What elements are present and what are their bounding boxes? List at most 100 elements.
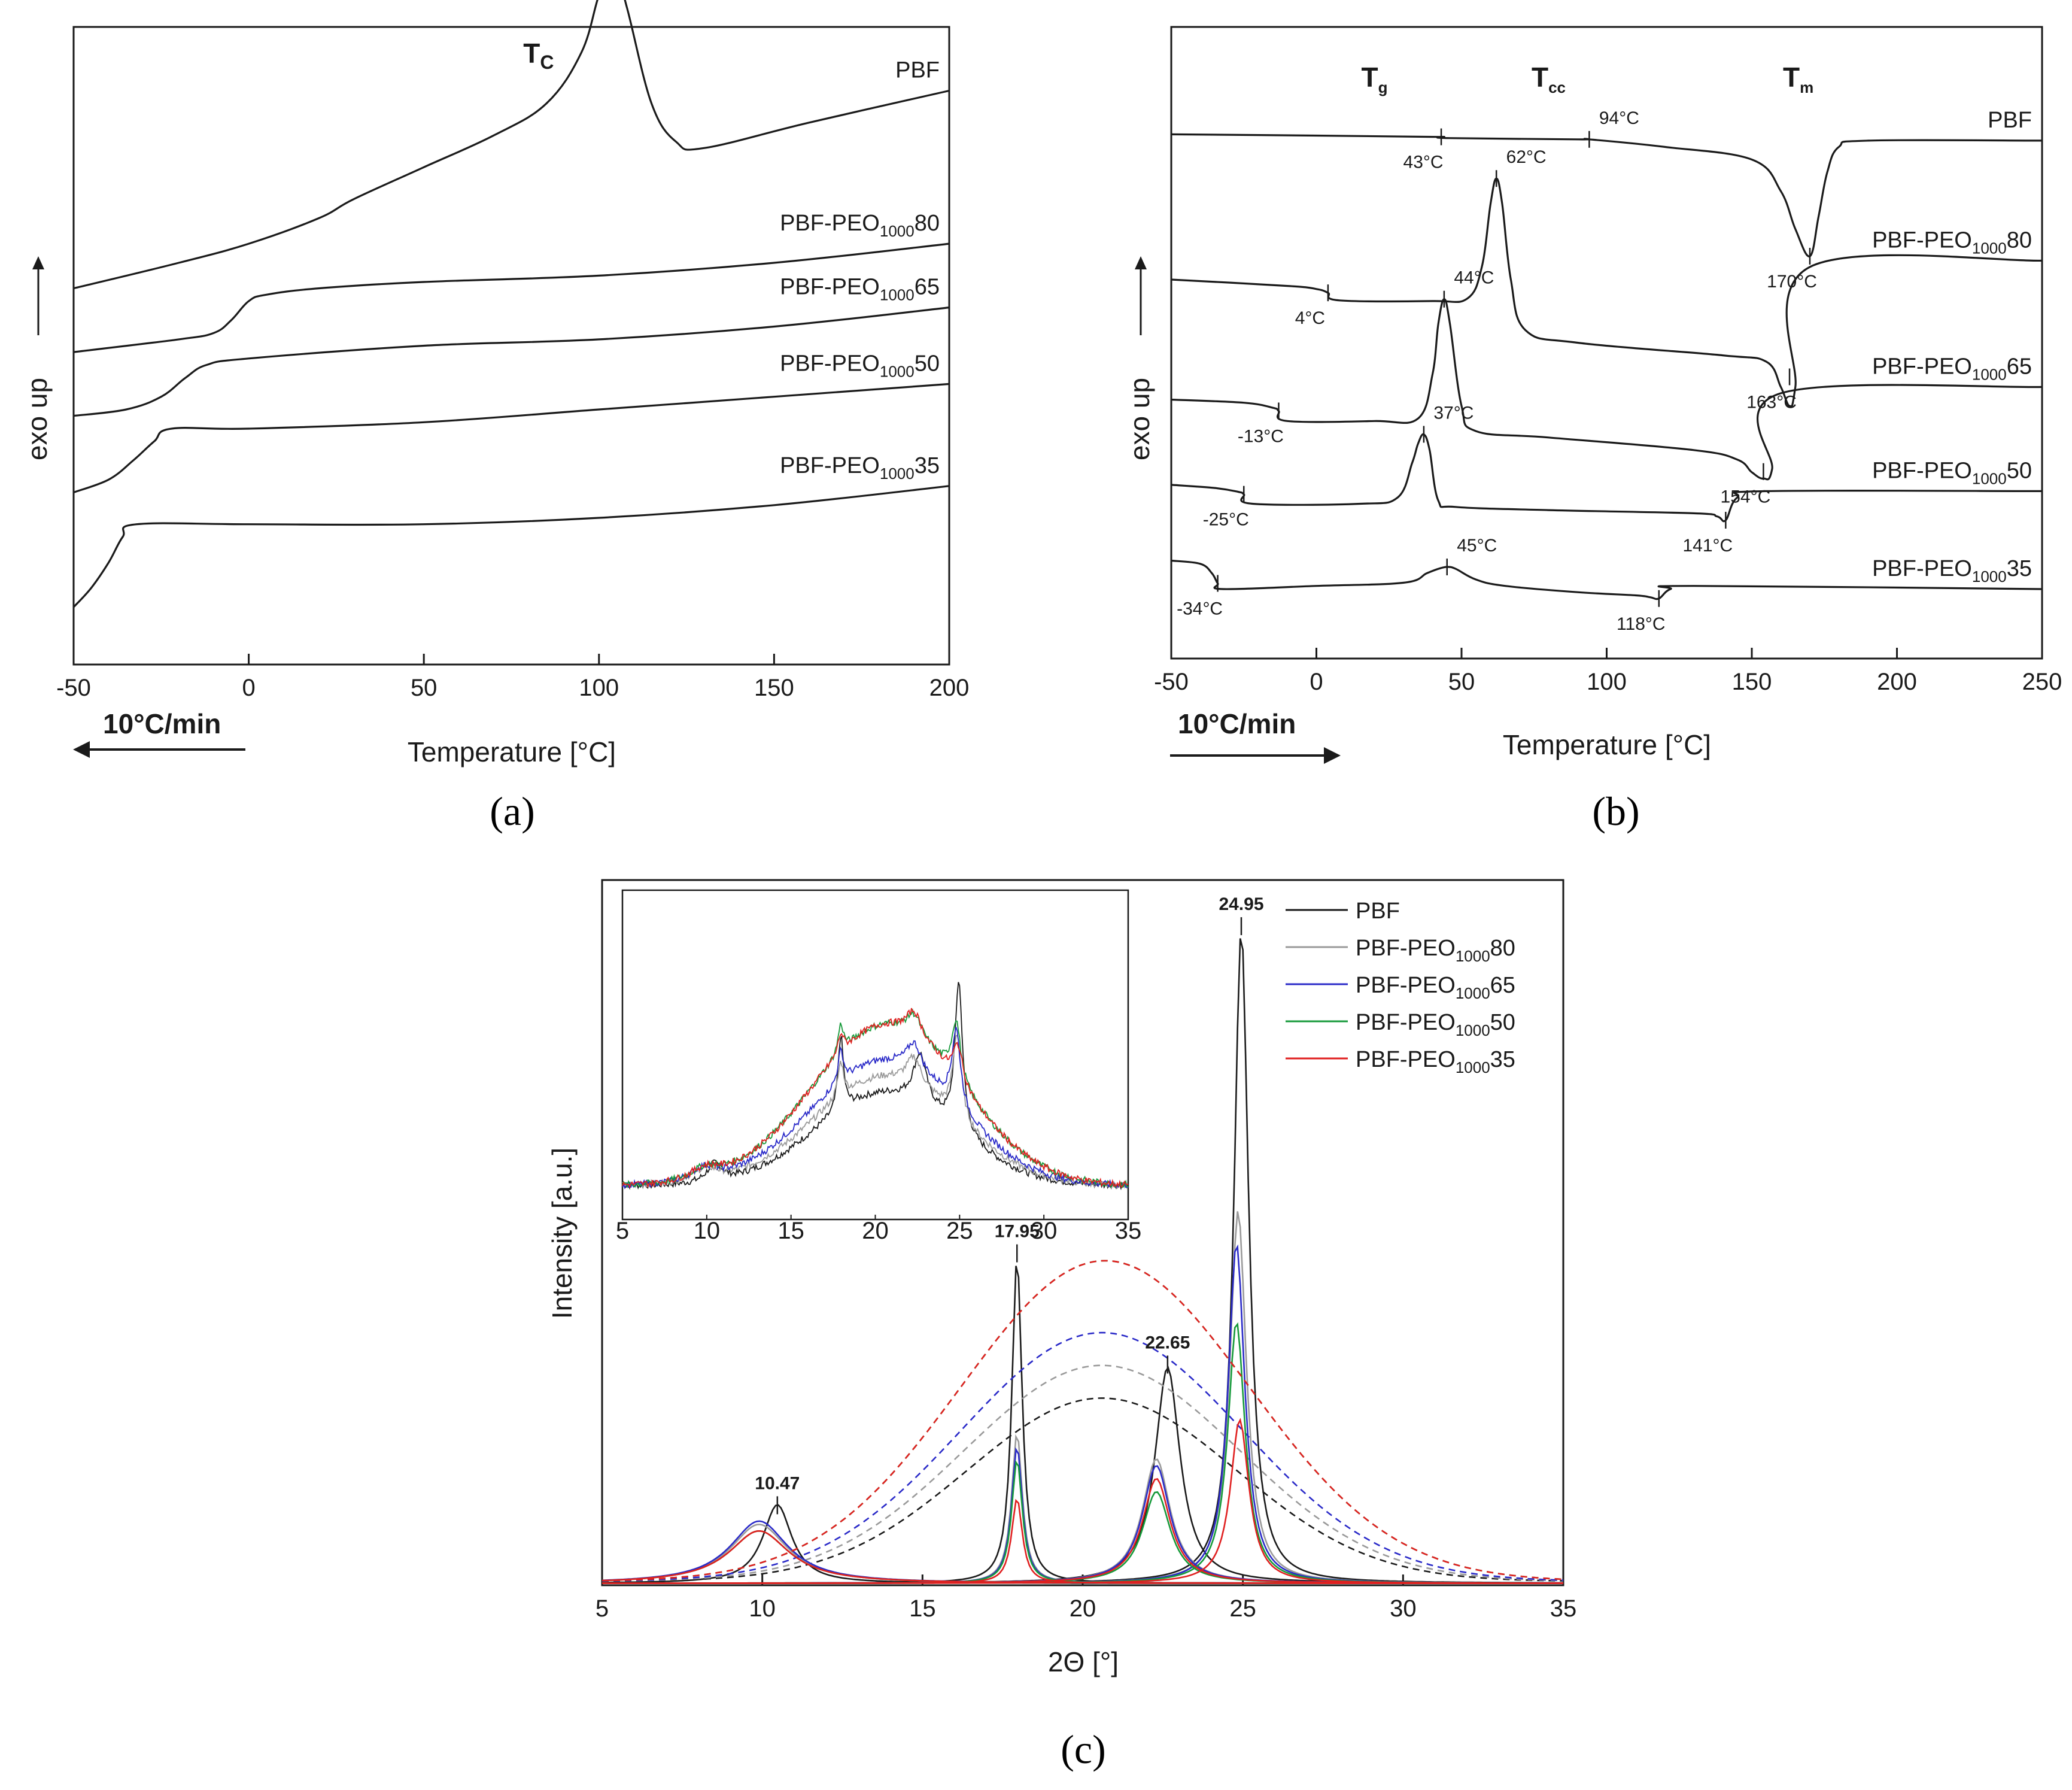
label-a-pbf-main: PBF — [895, 58, 940, 83]
panel-b-rate-arrowhead — [1324, 747, 1341, 764]
panel-b-region-cc-main: T — [1532, 62, 1548, 93]
legend-entry-pbf-peo100065-tail: 65 — [1490, 973, 1515, 998]
legend-entry-pbf-peo100065-main: PBF-PEO — [1356, 973, 1456, 998]
inset-tick-label: 20 — [862, 1218, 889, 1244]
curve-b-pbf — [1171, 133, 2043, 257]
inset-ticks: 5 10 15 20 25 30 35 — [616, 1215, 1141, 1244]
label-a-pbf-peo100065-tail: 65 — [915, 275, 940, 300]
peak-pbf — [602, 1366, 1563, 1584]
label-b-pbf-peo100065: PBF-PEO100065 — [1872, 354, 2032, 383]
inset-tick-label: 15 — [777, 1218, 804, 1244]
caption-c: (c) — [1061, 1727, 1105, 1772]
inset-curves — [622, 982, 1129, 1191]
label-a-pbf-peo100035: PBF-PEO100035 — [780, 453, 940, 483]
label-a-pbf-peo100050-sub: 1000 — [880, 362, 915, 380]
curve-a-pbf-peo100080 — [73, 242, 950, 353]
halo-pbf-peo100065 — [601, 1331, 1564, 1582]
inset-tick-label: 5 — [616, 1218, 629, 1244]
legend-entry-pbf-peo100035-main: PBF-PEO — [1356, 1047, 1456, 1072]
inset-pbf-peo100035 — [622, 1008, 1129, 1189]
panel-b-annotation: 141°C — [1682, 536, 1733, 556]
label-a-pbf-peo100080-main: PBF-PEO — [780, 211, 880, 236]
label-a-pbf-peo100080: PBF-PEO100080 — [780, 211, 940, 240]
panel-a-tc-main: T — [523, 38, 540, 69]
peak-pbf-peo100065 — [602, 1244, 1563, 1584]
panel-b-annotation: 163°C — [1746, 392, 1797, 412]
panel-b-tick-label: 0 — [1310, 669, 1323, 695]
panel-c-tick-label: 10 — [749, 1595, 776, 1622]
panel-b-tick-label: 200 — [1877, 669, 1917, 695]
panel-a-tick-label: 0 — [242, 675, 255, 701]
panel-b-ticks: -50 0 50 100 150 200 250 — [1154, 648, 2062, 695]
panel-a-ylabel: exo up — [22, 378, 53, 460]
label-b-pbf-peo100050-sub: 1000 — [1972, 469, 2007, 487]
panel-b-region-cc-sub: cc — [1548, 78, 1566, 96]
curve-a-pbf-peo100050 — [73, 383, 950, 494]
label-a-pbf-peo100050-main: PBF-PEO — [780, 351, 880, 376]
panel-b-dsc-heating: -50 0 50 100 150 200 250 PBFPBF-PEO100080PBF-P… — [1124, 26, 2062, 834]
label-a-pbf-peo100065-main: PBF-PEO — [780, 275, 880, 300]
panel-b-xlabel: Temperature [°C] — [1503, 729, 1711, 760]
label-b-pbf-peo100050-tail: 50 — [2007, 458, 2032, 483]
panel-b-ylabel-arrowhead — [1135, 256, 1147, 269]
panel-a-ylabel-group: exo up — [22, 256, 53, 460]
label-a-pbf-peo100035-sub: 1000 — [880, 465, 915, 483]
peak-label: 24.95 — [1219, 894, 1263, 914]
inset-tick-label: 30 — [1031, 1218, 1058, 1244]
panel-a-tick-label: 150 — [754, 675, 794, 701]
panel-a-rate-label: 10°C/min — [103, 708, 221, 739]
panel-b-annotation: -13°C — [1238, 426, 1284, 446]
panel-a-tick-label: 100 — [579, 675, 619, 701]
inset-tick-label: 35 — [1115, 1218, 1142, 1244]
legend-entry-pbf-peo100065: PBF-PEO100065 — [1356, 973, 1515, 1002]
panel-b-ylabel: exo up — [1124, 378, 1155, 460]
peak-label: 10.47 — [755, 1473, 800, 1493]
label-a-pbf-peo100080-tail: 80 — [915, 211, 940, 236]
panel-a-tick-label: -50 — [56, 675, 91, 701]
curve-b-pbf-peo100050 — [1171, 433, 2043, 523]
label-b-pbf-peo100080-sub: 1000 — [1972, 239, 2007, 257]
panel-c-xrd: 5 10 15 20 25 30 35 10.47 17.95 22.65 24.95 5 10 15… — [546, 879, 1576, 1772]
panel-c-xlabel: 2Θ [°] — [1048, 1646, 1119, 1677]
panel-b-annotations: 43°C 94°C 170°C 62°C 4°C 163°C 44°C -13°C 154°C 3… — [1177, 108, 1817, 634]
panel-b-curves — [1171, 133, 2043, 600]
panel-a-xlabel: Temperature [°C] — [408, 736, 616, 767]
label-a-pbf-peo100050: PBF-PEO100050 — [780, 351, 940, 380]
legend-entry-pbf-peo100050: PBF-PEO100050 — [1356, 1010, 1515, 1039]
panel-c-curves — [601, 938, 1564, 1584]
panel-b-annotation: 154°C — [1721, 487, 1771, 507]
caption-b: (b) — [1592, 788, 1639, 834]
legend-entry-pbf-peo100050-sub: 1000 — [1456, 1021, 1490, 1039]
label-b-pbf-peo100080: PBF-PEO100080 — [1872, 227, 2032, 257]
label-b-pbf-peo100035-tail: 35 — [2007, 556, 2032, 581]
panel-b-annotation: -34°C — [1177, 599, 1223, 618]
label-b-pbf-peo100050-main: PBF-PEO — [1872, 458, 1972, 483]
label-a-pbf-peo100080-sub: 1000 — [880, 222, 915, 240]
panel-b-annotation: 4°C — [1295, 308, 1325, 328]
label-a-pbf-peo100050-tail: 50 — [915, 351, 940, 376]
label-a-pbf: PBF — [895, 58, 940, 83]
panel-b-region-g-main: T — [1362, 62, 1378, 93]
legend-entry-pbf-peo100035: PBF-PEO100035 — [1356, 1047, 1515, 1076]
panel-c-tick-label: 25 — [1229, 1595, 1256, 1622]
peak-pbf-peo100050 — [602, 1322, 1563, 1584]
panel-c-ylabel: Intensity [a.u.] — [546, 1148, 578, 1319]
panel-a-tick-label: 50 — [411, 675, 438, 701]
curve-b-pbf-peo100035 — [1171, 559, 2043, 600]
panel-b-rate-label: 10°C/min — [1178, 708, 1296, 739]
panel-c-peak-labels: 10.47 17.95 22.65 24.95 — [755, 894, 1264, 1515]
label-b-pbf: PBF — [1988, 108, 2032, 133]
panel-b-ylabel-group: exo up — [1124, 256, 1155, 460]
panel-b-annotation: 43°C — [1403, 153, 1444, 172]
panel-c-tick-label: 20 — [1070, 1595, 1096, 1622]
panel-b-annotation: 37°C — [1433, 403, 1474, 423]
panel-a-tick-label: 200 — [929, 675, 970, 701]
halo-pbf — [602, 1397, 1564, 1582]
legend-entry-pbf-peo100080-tail: 80 — [1490, 936, 1515, 961]
panel-b-tick-label: 250 — [2022, 669, 2062, 695]
panel-b-region-cc: Tcc — [1532, 62, 1566, 96]
panel-b-tick-label: 150 — [1732, 669, 1772, 695]
label-b-pbf-peo100035-sub: 1000 — [1972, 568, 2007, 585]
label-a-pbf-peo100035-tail: 35 — [915, 453, 940, 478]
